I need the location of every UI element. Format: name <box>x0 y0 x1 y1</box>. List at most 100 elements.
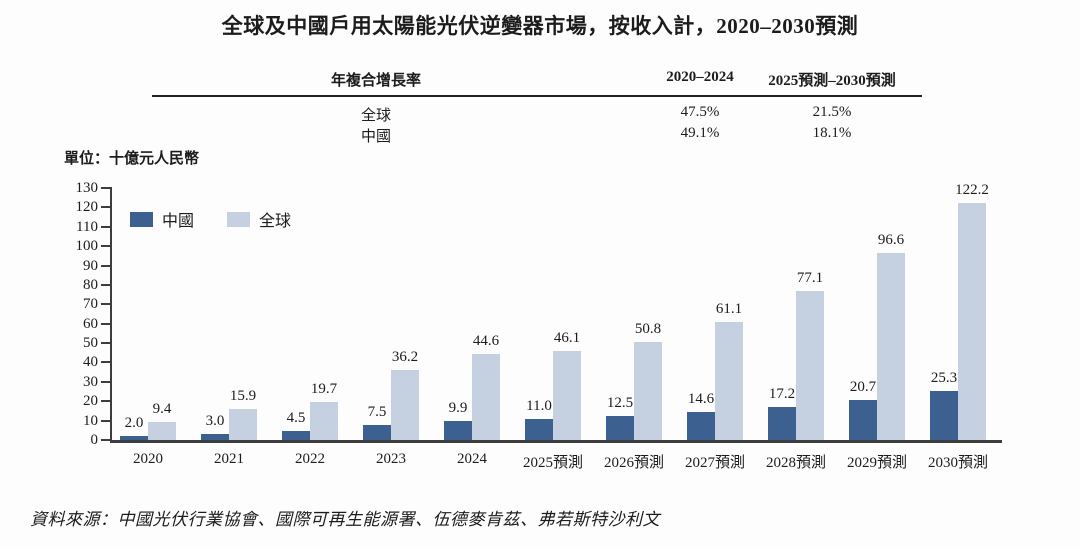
y-tick <box>101 206 111 209</box>
bar-global-2026預測 <box>634 341 662 440</box>
y-tick-label: 30 <box>83 373 98 390</box>
value-label-global-2021: 15.9 <box>229 388 257 405</box>
y-tick <box>101 283 111 286</box>
y-tick <box>101 303 111 306</box>
y-tick <box>101 322 111 325</box>
bar-china-2029預測 <box>849 399 877 440</box>
y-tick <box>101 439 111 441</box>
table-row-china-cagr2: 18.1% <box>812 125 852 141</box>
value-label-global-2028預測: 77.1 <box>796 269 824 286</box>
x-axis-label-2027預測: 2027預測 <box>684 455 745 471</box>
y-tick-label: 70 <box>83 296 98 313</box>
bar-global-2029預測 <box>877 252 905 440</box>
value-label-global-2029預測: 96.6 <box>877 231 905 248</box>
bar-global-2020 <box>148 421 176 440</box>
bar-china-2026預測 <box>606 415 634 440</box>
table-header-cagr: 年複合增長率 <box>330 73 422 89</box>
y-tick-label: 10 <box>83 412 98 429</box>
bar-china-2022 <box>282 431 310 440</box>
x-axis-label-2022: 2022 <box>295 451 325 467</box>
x-axis-label-2026預測: 2026預測 <box>603 455 664 471</box>
value-label-china-2022: 4.5 <box>286 410 306 427</box>
bar-global-2021 <box>229 409 257 440</box>
x-axis-label-2023: 2023 <box>376 451 406 467</box>
x-axis-label-2028預測: 2028預測 <box>765 455 826 471</box>
chart-title: 全球及中國戶用太陽能光伏逆變器市場，按收入計，2020–2030預測 <box>221 14 859 38</box>
x-axis-label-2029預測: 2029預測 <box>846 455 907 471</box>
y-tick <box>101 400 111 403</box>
value-label-global-2030預測: 122.2 <box>955 182 989 199</box>
bar-china-2021 <box>201 434 229 440</box>
bar-global-2025預測 <box>553 350 581 440</box>
y-tick <box>101 419 111 422</box>
value-label-china-2029預測: 20.7 <box>849 378 877 395</box>
bar-china-2030預測 <box>930 390 958 440</box>
value-label-global-2025預測: 46.1 <box>553 329 581 346</box>
value-label-global-2023: 36.2 <box>391 348 419 365</box>
value-label-global-2020: 9.4 <box>152 400 172 417</box>
table-rule <box>152 95 922 97</box>
bar-china-2020 <box>120 436 148 440</box>
y-tick <box>101 361 111 364</box>
y-tick <box>101 225 111 228</box>
y-tick <box>101 245 111 248</box>
value-label-china-2028預測: 17.2 <box>768 385 796 402</box>
y-tick <box>101 342 111 345</box>
value-label-global-2022: 19.7 <box>310 380 338 397</box>
legend-swatch-global <box>227 211 251 227</box>
y-tick <box>101 187 111 189</box>
y-tick-label: 40 <box>83 354 98 371</box>
value-label-china-2021: 3.0 <box>205 413 225 430</box>
bar-china-2023 <box>363 425 391 440</box>
y-tick-label: 80 <box>83 276 98 293</box>
value-label-global-2024: 44.6 <box>472 332 500 349</box>
value-label-global-2027預測: 61.1 <box>715 300 743 317</box>
y-axis-line <box>110 187 112 442</box>
value-label-global-2026預測: 50.8 <box>634 320 662 337</box>
y-tick-label: 110 <box>76 218 98 235</box>
value-label-china-2024: 9.9 <box>448 399 468 416</box>
y-tick-label: 120 <box>75 199 99 216</box>
value-label-china-2023: 7.5 <box>367 404 387 421</box>
y-tick <box>101 380 111 383</box>
table-row-global-name: 全球 <box>360 108 392 124</box>
bar-global-2027預測 <box>715 321 743 440</box>
x-axis-label-2025預測: 2025預測 <box>522 455 583 471</box>
y-tick-label: 100 <box>75 238 99 255</box>
y-tick-label: 20 <box>83 393 98 410</box>
unit-label: 單位：十億元人民幣 <box>64 151 200 167</box>
table-row-global-cagr2: 21.5% <box>812 104 852 120</box>
y-tick-label: 90 <box>83 257 98 274</box>
y-tick-label: 130 <box>75 180 99 196</box>
x-axis-label-2021: 2021 <box>214 451 244 467</box>
legend-swatch-china <box>130 211 153 227</box>
y-tick-label: 60 <box>83 315 98 332</box>
table-row-global-cagr1: 47.5% <box>680 104 720 120</box>
bar-global-2028預測 <box>796 290 824 440</box>
value-label-china-2026預測: 12.5 <box>606 394 634 411</box>
legend: 中國 全球 <box>130 207 291 231</box>
table-header-2020-2024: 2020–2024 <box>666 69 734 85</box>
bar-global-2023 <box>391 369 419 440</box>
x-axis-label-2020: 2020 <box>133 451 163 467</box>
value-label-china-2027預測: 14.6 <box>687 390 715 407</box>
y-tick <box>101 264 111 267</box>
bar-china-2028預測 <box>768 406 796 440</box>
bar-china-2027預測 <box>687 411 715 440</box>
bar-china-2025預測 <box>525 418 553 440</box>
bar-global-2022 <box>310 401 338 440</box>
value-label-china-2020: 2.0 <box>124 415 144 432</box>
bar-china-2024 <box>444 420 472 440</box>
source-note: 資料來源：中國光伏行業協會、國際可再生能源署、伍德麥肯茲、弗若斯特沙利文 <box>30 510 660 529</box>
x-axis-label-2024: 2024 <box>457 451 487 467</box>
y-tick-label: 50 <box>83 335 98 352</box>
x-axis-line <box>110 440 1002 443</box>
bar-global-2030預測 <box>958 203 986 440</box>
legend-label-china: 中國 <box>162 213 195 230</box>
legend-label-global: 全球 <box>259 213 292 230</box>
table-header-2025-2030: 2025預測–2030預測 <box>768 73 896 89</box>
bar-global-2024 <box>472 353 500 440</box>
value-label-china-2025預測: 11.0 <box>526 397 552 414</box>
y-tick-label: 0 <box>90 432 99 448</box>
